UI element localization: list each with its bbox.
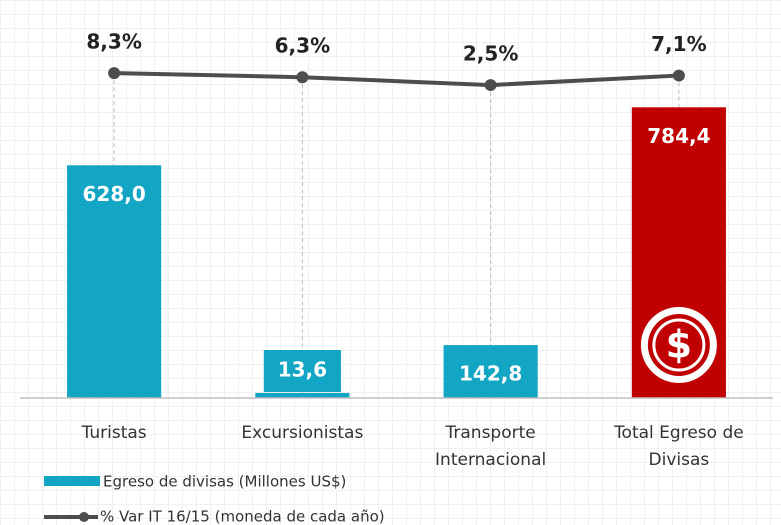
value-label-box	[263, 350, 341, 392]
legend-label: % Var IT 16/15 (moneda de cada año)	[100, 508, 385, 525]
value-label: 784,4	[647, 124, 710, 148]
line	[114, 71, 679, 88]
bar	[67, 165, 162, 398]
legend-swatch	[44, 476, 100, 486]
line-point	[672, 69, 685, 82]
line-value-label: 6,3%	[275, 34, 330, 58]
legend-swatch	[79, 512, 89, 522]
value-label: 628,0	[82, 182, 145, 206]
legend-label: Egreso de divisas (Millones US$)	[103, 473, 346, 491]
icon: $	[666, 323, 692, 367]
icon	[647, 314, 710, 376]
line-point	[296, 71, 309, 84]
line-point	[108, 67, 121, 80]
x-tick-label: Total Egreso de Divisas	[614, 423, 744, 470]
value-label: 142,8	[459, 362, 522, 386]
bar	[255, 392, 350, 398]
bar	[443, 345, 538, 398]
line-value-label: 8,3%	[86, 30, 141, 54]
x-tick-label: Turistas	[81, 423, 147, 443]
icon	[652, 318, 706, 372]
x-tick-label: Excursionistas	[241, 423, 364, 443]
line-point	[484, 79, 497, 92]
x-tick-label: Transporte Internacional	[435, 423, 547, 470]
line-value-label: 7,1%	[651, 32, 706, 56]
value-label: 13,6	[278, 358, 327, 382]
line-value-label: 2,5%	[463, 42, 518, 66]
